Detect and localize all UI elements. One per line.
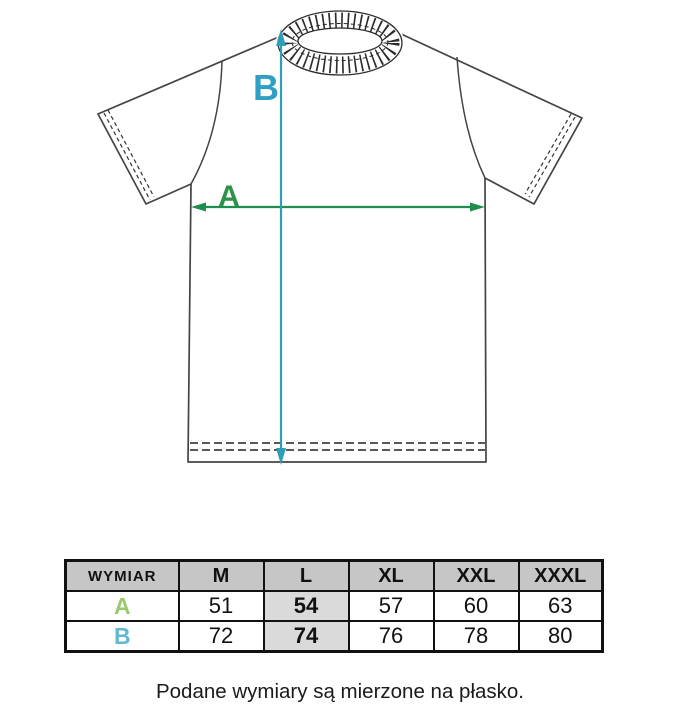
table-row-b: B 72 74 76 78 80 <box>64 620 604 653</box>
table-row-a: A 51 54 57 60 63 <box>64 590 604 622</box>
label-b: B <box>253 67 279 108</box>
header-cell-xxl: XXL <box>432 559 520 592</box>
cell-a-m: 51 <box>177 590 265 622</box>
tshirt-outline <box>97 32 583 463</box>
right-armhole-seam <box>456 56 486 179</box>
arrow-a-left-head <box>191 202 206 212</box>
row-a-label: A <box>64 590 180 622</box>
label-a: A <box>218 180 240 213</box>
table-header-row: WYMIAR M L XL XXL XXXL <box>64 559 604 592</box>
cell-b-xxl: 78 <box>432 620 520 653</box>
arrow-a-right-head <box>470 202 485 212</box>
cell-b-l: 74 <box>262 620 350 653</box>
header-cell-m: M <box>177 559 265 592</box>
cell-b-xl: 76 <box>347 620 435 653</box>
collar-inner-opening <box>297 27 383 55</box>
right-cuff-stitching <box>524 113 576 198</box>
cell-a-l: 54 <box>262 590 350 622</box>
tshirt-diagram: A B <box>97 7 583 465</box>
cell-b-m: 72 <box>177 620 265 653</box>
size-table: WYMIAR M L XL XXL XXXL A 51 54 57 60 63 … <box>64 559 604 653</box>
header-cell-xl: XL <box>347 559 435 592</box>
left-cuff-stitching <box>103 109 155 201</box>
collar <box>276 7 404 77</box>
measurement-arrow-b: B <box>253 29 286 465</box>
collar-stitch-dashed <box>291 23 389 61</box>
measurement-arrow-a: A <box>191 180 485 213</box>
cell-a-xl: 57 <box>347 590 435 622</box>
cell-a-xxl: 60 <box>432 590 520 622</box>
caption-text: Podane wymiary są mierzone na płasko. <box>155 680 525 703</box>
header-cell-xxxl: XXXL <box>517 559 604 592</box>
header-cell-l: L <box>262 559 350 592</box>
header-cell-wymiar: WYMIAR <box>64 559 180 592</box>
arrow-b-bottom-head <box>276 448 286 465</box>
hem-stitching <box>190 442 485 451</box>
arrow-b-top-head <box>276 29 286 46</box>
cell-b-xxxl: 80 <box>517 620 604 653</box>
collar-ribbing <box>280 12 400 74</box>
row-b-label: B <box>64 620 180 653</box>
left-armhole-seam <box>190 60 223 185</box>
cell-a-xxxl: 63 <box>517 590 604 622</box>
